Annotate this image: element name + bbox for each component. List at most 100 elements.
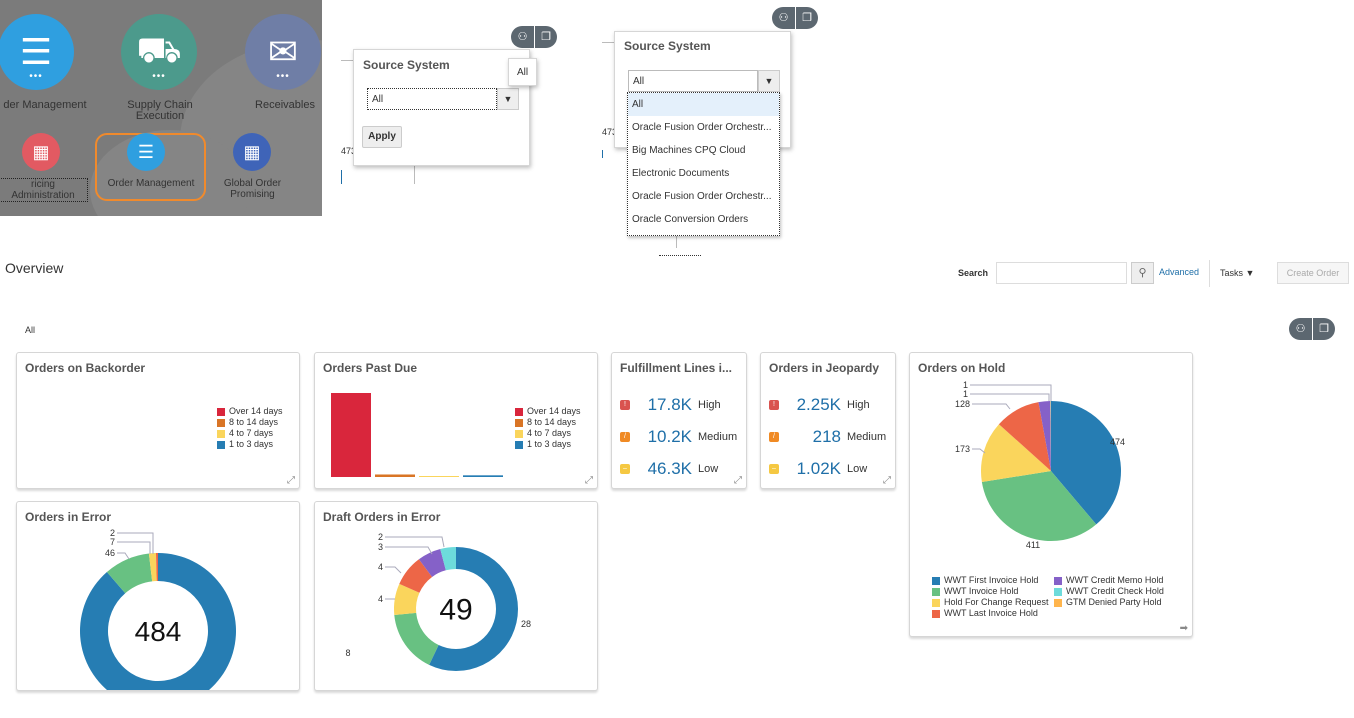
draft-orders-in-error-card[interactable]: Draft Orders in Error 28 8 4 4 3 2 49	[314, 501, 598, 691]
apply-button[interactable]: Apply	[362, 126, 402, 148]
view-toggle[interactable]: ⚇ ❐	[772, 7, 818, 29]
forklift-icon[interactable]: ⛟ •••	[121, 14, 197, 90]
card-title: Orders on Backorder	[25, 361, 146, 375]
legend-swatch	[515, 429, 523, 438]
slice-1[interactable]	[106, 553, 153, 594]
chart-view-icon[interactable]: ⚇	[772, 7, 795, 29]
divider	[341, 60, 353, 61]
slice-3[interactable]	[998, 402, 1051, 471]
source-system-select[interactable]: All	[628, 70, 758, 92]
slice-0[interactable]	[429, 547, 518, 671]
card-title: Orders in Error	[25, 510, 112, 524]
dropdown-option[interactable]: Big Machines CPQ Cloud	[632, 145, 746, 156]
slice-2[interactable]	[394, 583, 420, 615]
tile-label[interactable]: Supply Chain Execution	[127, 99, 193, 122]
kpi-row-high[interactable]: ! 2.25K High	[769, 395, 870, 415]
order-management-icon[interactable]: ☰ •••	[0, 14, 74, 90]
copy-icon[interactable]: ❐	[795, 7, 818, 29]
bar-1-to-3-days[interactable]	[463, 475, 503, 477]
slice-5[interactable]	[440, 547, 456, 571]
kpi-row-high[interactable]: ! 17.8K High	[620, 395, 721, 415]
slice-label: 4	[378, 562, 383, 572]
slice-3[interactable]	[155, 553, 158, 582]
bar-8-to-14-days[interactable]	[375, 474, 415, 477]
pricing-icon[interactable]: ▦	[22, 133, 60, 171]
source-system-select[interactable]: All	[367, 88, 497, 110]
legend-label: Over 14 days	[229, 406, 283, 416]
advanced-search-link[interactable]: Advanced	[1159, 267, 1200, 277]
view-toggle[interactable]: ⚇ ❐	[1289, 318, 1335, 340]
slice-0[interactable]	[80, 553, 236, 691]
orders-on-hold-card[interactable]: Orders on Hold 474 411 173 128 1 1 WWT First …	[909, 352, 1193, 637]
low-priority-icon: –	[620, 464, 630, 474]
slice-1[interactable]	[394, 612, 439, 665]
copy-icon[interactable]: ❐	[1312, 318, 1335, 340]
bar-over-14-days[interactable]	[331, 393, 371, 477]
slice-3[interactable]	[399, 559, 433, 593]
fulfillment-lines-card[interactable]: Fulfillment Lines i... ⤢ ! 17.8K High / 10.2…	[611, 352, 747, 489]
dropdown-option[interactable]: Oracle Conversion Orders	[632, 214, 749, 225]
dropdown-option[interactable]: Electronic Documents	[632, 168, 730, 179]
kpi-row-medium[interactable]: / 10.2K Medium	[620, 427, 737, 447]
search-icon[interactable]: ⚲	[1131, 262, 1154, 284]
orders-past-due-card[interactable]: Orders Past Due Over 14 days 8 to 14 days…	[314, 352, 598, 489]
chart-legend: Over 14 days 8 to 14 days 4 to 7 days 1 to …	[515, 406, 581, 450]
source-system-popup: Source System All ▼ Apply	[353, 49, 530, 166]
orders-in-jeopardy-card[interactable]: Orders in Jeopardy ⤢ ! 2.25K High / 218 Mediu…	[760, 352, 896, 489]
slice-0[interactable]	[1051, 401, 1121, 525]
legend-swatch	[515, 440, 523, 449]
tile-label[interactable]: Receivables	[255, 99, 315, 111]
expand-icon[interactable]: ⤢	[585, 475, 593, 486]
tile-label[interactable]: ricing Administration	[0, 178, 88, 202]
slice-4[interactable]	[418, 549, 446, 577]
legend-item: 1 to 3 days	[217, 439, 283, 450]
tile-label[interactable]: Order Management	[107, 178, 195, 189]
chart-view-icon[interactable]: ⚇	[1289, 318, 1312, 340]
tasks-menu[interactable]: Tasks ▼	[1220, 268, 1254, 278]
orders-on-backorder-card[interactable]: Orders on Backorder Over 14 days 8 to 14 …	[16, 352, 300, 489]
high-priority-icon: !	[620, 400, 630, 410]
dropdown-option[interactable]: All	[628, 93, 779, 116]
kpi-row-medium[interactable]: / 218 Medium	[769, 427, 886, 447]
order-management-icon[interactable]: ☰	[127, 133, 165, 171]
chart-view-icon[interactable]: ⚇	[511, 26, 534, 48]
dropdown-option[interactable]: Oracle Fusion Order Orchestr...	[632, 191, 772, 202]
bar-4-to-7-days[interactable]	[419, 476, 459, 477]
legend-label: 1 to 3 days	[527, 439, 572, 449]
slice-label: 411	[1026, 540, 1040, 550]
expand-icon[interactable]: ⤢	[883, 475, 891, 486]
slice-1[interactable]	[981, 471, 1097, 541]
kpi-label: High	[847, 399, 870, 411]
view-toggle[interactable]: ⚇ ❐	[511, 26, 557, 48]
orders-in-error-card[interactable]: Orders in Error 46 7 2 484	[16, 501, 300, 691]
slice-2[interactable]	[148, 553, 157, 582]
expand-icon[interactable]: ⤢	[287, 475, 295, 486]
forward-icon[interactable]: ➡	[1179, 623, 1188, 634]
kpi-value: 10.2K	[647, 427, 692, 446]
legend-label: Hold For Change Request	[944, 597, 1049, 607]
slice-2[interactable]	[981, 424, 1051, 483]
search-input[interactable]	[996, 262, 1127, 284]
tile-label[interactable]: der Management	[3, 99, 87, 111]
create-order-button[interactable]: Create Order	[1277, 262, 1349, 284]
slice-5[interactable]	[1050, 401, 1051, 471]
page-title: Overview	[5, 260, 64, 276]
chevron-down-icon[interactable]: ▼	[497, 88, 519, 110]
calendar-icon[interactable]: ▦	[233, 133, 271, 171]
card-title: Fulfillment Lines i...	[620, 361, 733, 375]
tile-label[interactable]: Global Order Promising	[223, 178, 282, 200]
dropdown-option[interactable]: Oracle Fusion Order Orchestr...	[632, 122, 772, 133]
chevron-down-icon[interactable]: ▼	[758, 70, 780, 92]
slice-label: 8	[345, 648, 350, 658]
expand-icon[interactable]: ⤢	[734, 475, 742, 486]
copy-icon[interactable]: ❐	[534, 26, 557, 48]
kpi-row-low[interactable]: – 1.02K Low	[769, 459, 867, 479]
kpi-label: Low	[847, 463, 868, 475]
background-value: 473	[602, 127, 618, 137]
envelope-icon[interactable]: ✉ •••	[245, 14, 321, 90]
kpi-row-low[interactable]: – 46.3K Low	[620, 459, 718, 479]
slice-4[interactable]	[1038, 401, 1051, 471]
chart-legend: Over 14 days 8 to 14 days 4 to 7 days 1 to …	[217, 406, 283, 450]
legend-label: 8 to 14 days	[229, 417, 279, 427]
